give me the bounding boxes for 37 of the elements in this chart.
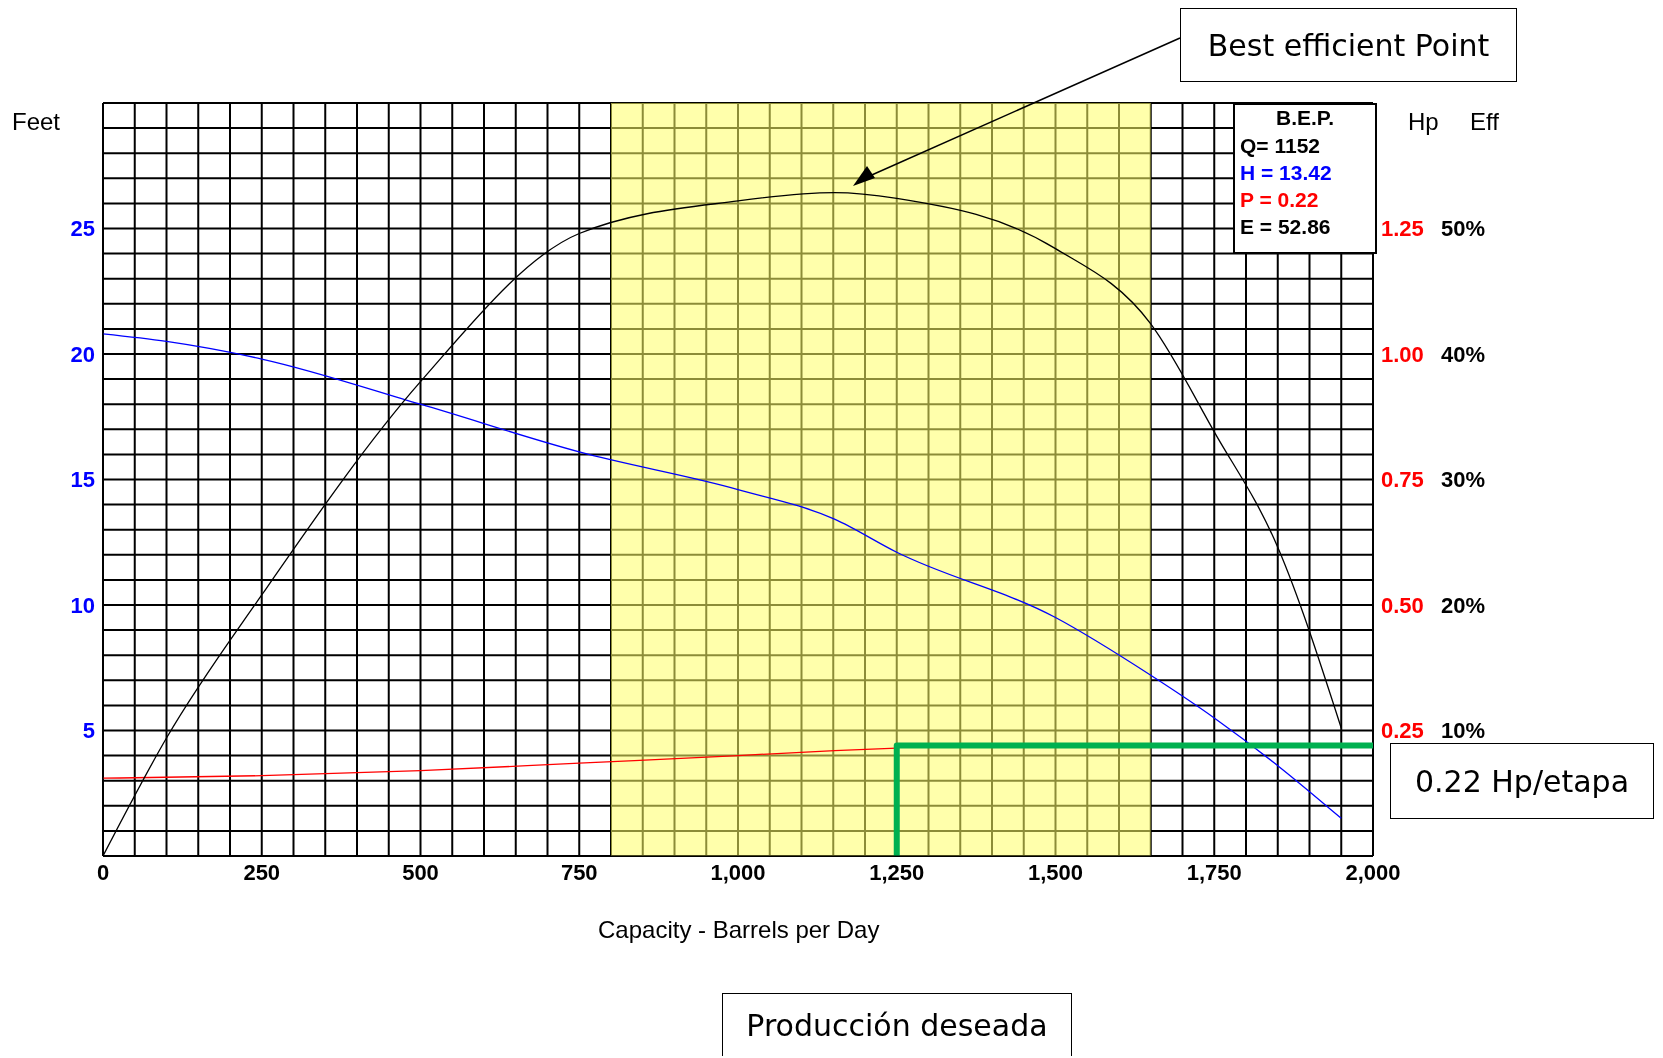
y-tick-label: 25 [70, 216, 95, 242]
y-tick-label: 20 [70, 341, 95, 367]
annotation: H = 13.42 [1240, 161, 1332, 185]
text: Producción deseada [722, 993, 1072, 1056]
y3-tick-label: 10% [1441, 718, 1486, 744]
y-tick-label: 15 [70, 467, 95, 493]
x-tick-label: 500 [402, 859, 439, 885]
y3-tick-label: 50% [1441, 216, 1486, 242]
y-tick-label: 10 [70, 592, 95, 618]
text: 0.22 Hp/etapa [1390, 743, 1654, 819]
y3-tick-label: 20% [1441, 592, 1486, 618]
y2-tick-label: 0.25 [1381, 718, 1424, 744]
x-tick-label: 250 [243, 859, 281, 885]
annotation: B.E.P. [1275, 106, 1335, 130]
y3-tick-label: 30% [1441, 467, 1486, 493]
y2-axis-title: Hp [1408, 108, 1439, 136]
y-tick-label: 5 [82, 718, 95, 744]
x-tick-label: 1,750 [1186, 859, 1242, 885]
annotation: Q= 1152 [1240, 134, 1320, 158]
x-tick-label: 0 [96, 859, 110, 885]
x-tick-label: 2,000 [1345, 859, 1401, 885]
y2-tick-label: 0.50 [1381, 592, 1424, 618]
annotation: P = 0.22 [1240, 188, 1319, 212]
y2-tick-label: 1.25 [1381, 216, 1424, 242]
line-series [103, 333, 1342, 819]
x-tick-label: 1,500 [1027, 859, 1084, 885]
annotation: E = 52.86 [1240, 215, 1331, 239]
y2-tick-label: 1.00 [1381, 341, 1424, 367]
x-tick-label: 750 [560, 859, 598, 885]
x-axis-title: Capacity - Barrels per Day [598, 916, 880, 944]
y2-tick-label: 0.75 [1381, 467, 1424, 493]
text: Best efficient Point [1180, 8, 1517, 82]
y3-axis-title: Eff [1470, 108, 1499, 136]
y3-tick-label: 40% [1441, 341, 1486, 367]
x-tick-label: 1,250 [869, 859, 925, 885]
y-axis-title: Feet [12, 108, 61, 136]
x-tick-label: 1,000 [710, 859, 766, 885]
